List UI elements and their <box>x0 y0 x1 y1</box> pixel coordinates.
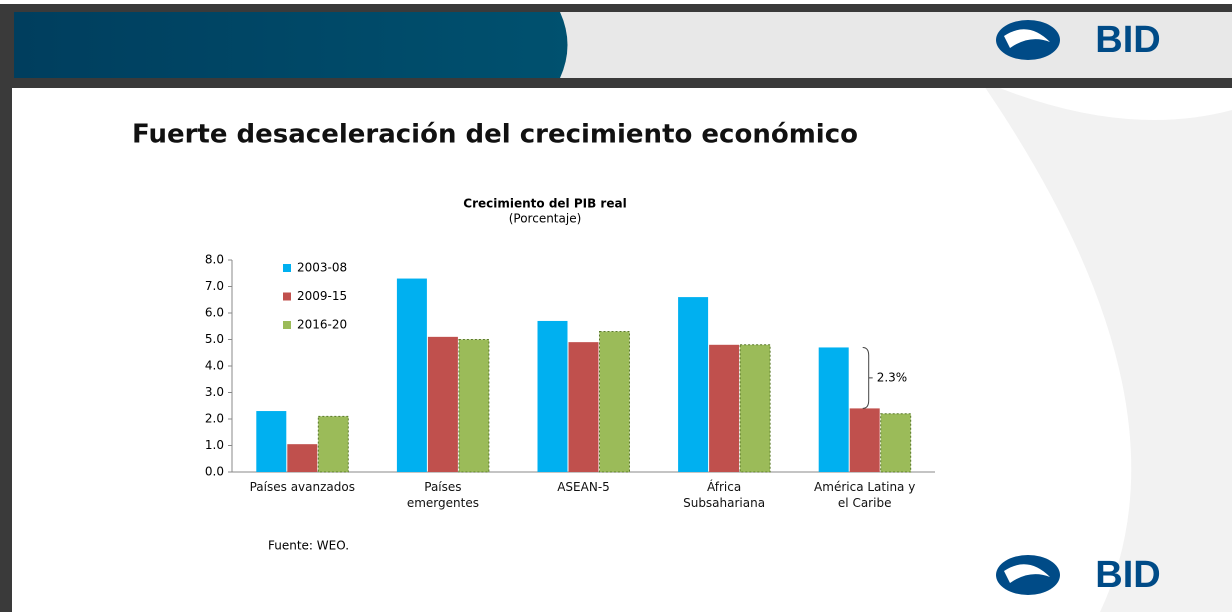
x-tick-label: Países avanzados <box>249 480 355 494</box>
bar <box>880 413 912 473</box>
y-tick-label: 3.0 <box>205 385 224 399</box>
header-teal <box>14 12 568 78</box>
bar <box>317 415 349 473</box>
bar <box>396 278 427 472</box>
x-tick-label: ASEAN-5 <box>557 480 610 494</box>
x-tick-label: América Latina y el Caribe <box>814 480 916 510</box>
y-tick-label: 8.0 <box>205 253 224 267</box>
y-tick-label: 0.0 <box>205 465 224 479</box>
bar <box>849 408 880 472</box>
logo-bottom: BID <box>996 554 1161 596</box>
bar <box>739 344 771 473</box>
y-tick-label: 5.0 <box>205 332 224 346</box>
left-frame <box>0 88 12 612</box>
legend-label: 2003-08 <box>297 261 347 275</box>
y-tick-label: 4.0 <box>205 359 224 373</box>
bar <box>599 331 630 473</box>
bar <box>678 297 709 472</box>
annotation-bracket <box>862 346 873 409</box>
annotation: 2.3% <box>877 370 908 384</box>
logo-text: BID <box>1095 554 1160 596</box>
chart-title: Crecimiento del PIB real <box>463 197 626 211</box>
y-tick-label: 1.0 <box>205 438 224 452</box>
decor <box>980 80 1232 612</box>
bar <box>256 411 287 472</box>
legend-swatch <box>283 321 291 329</box>
chart-subtitle: (Porcentaje) <box>509 212 582 226</box>
y-tick-label: 7.0 <box>205 279 224 293</box>
bar <box>427 336 458 472</box>
x-tick-label: África Subsahariana <box>683 480 766 510</box>
legend-label: 2009-15 <box>297 289 347 303</box>
legend-swatch <box>283 264 291 272</box>
bar <box>709 344 740 472</box>
bar <box>458 339 490 473</box>
y-tick-label: 6.0 <box>205 306 224 320</box>
y-tick-label: 2.0 <box>205 412 224 426</box>
logo-text: BID <box>1095 19 1160 61</box>
source: Fuente: WEO. <box>268 539 349 553</box>
bar <box>568 342 599 472</box>
bar <box>287 444 318 472</box>
bar <box>818 347 849 472</box>
legend-label: 2016-20 <box>297 318 347 332</box>
x-tick-label: Países emergentes <box>406 480 479 510</box>
legend-swatch <box>283 292 291 301</box>
logo-top: BID <box>996 19 1161 61</box>
bar <box>537 320 568 472</box>
slide-title: Fuerte desaceleración del crecimiento ec… <box>132 120 858 150</box>
